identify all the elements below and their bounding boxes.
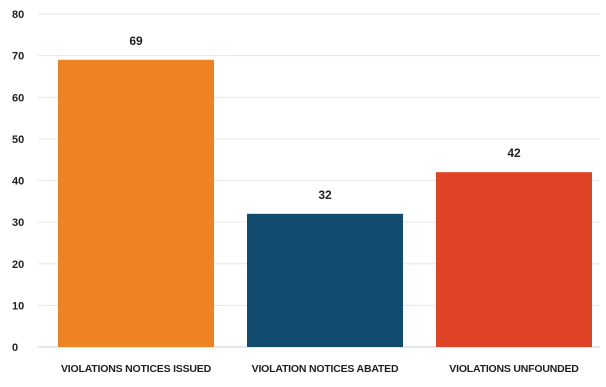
bars [58, 59, 592, 347]
category-labels: VIOLATIONS NOTICES ISSUED VIOLATION NOTIC… [61, 363, 580, 375]
y-tick-label: 0 [12, 342, 18, 354]
x-category-label: VIOLATIONS NOTICES ISSUED [61, 363, 212, 375]
y-tick-label: 20 [12, 259, 24, 271]
data-label: 42 [507, 146, 521, 160]
x-category-label: VIOLATION NOTICES ABATED [252, 363, 399, 375]
bar-1 [58, 59, 214, 347]
y-tick-label: 30 [12, 217, 24, 229]
y-tick-label: 70 [12, 51, 24, 63]
bar-2 [247, 213, 403, 347]
y-tick-label: 80 [12, 9, 24, 21]
y-tick-label: 50 [12, 134, 24, 146]
data-labels: 69 32 42 [129, 34, 521, 202]
y-tick-label: 40 [12, 176, 24, 188]
y-tick-label: 10 [12, 300, 24, 312]
y-axis-ticks: 0 10 20 30 40 50 60 70 80 [12, 9, 24, 354]
data-label: 32 [318, 188, 332, 202]
x-category-label: VIOLATIONS UNFOUNDED [449, 363, 579, 375]
y-tick-label: 60 [12, 92, 24, 104]
data-label: 69 [129, 34, 143, 48]
bar-3 [436, 172, 592, 347]
